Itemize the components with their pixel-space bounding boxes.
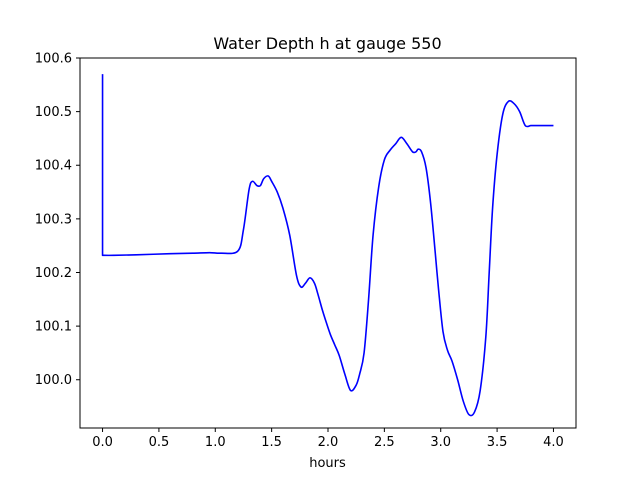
series-line [101, 74, 554, 417]
x-axis-label: hours [309, 456, 346, 471]
y-tick-label: 100.2 [35, 266, 72, 281]
axes-frame [79, 57, 577, 429]
x-tick-label: 0.0 [92, 435, 113, 450]
chart-title: Water Depth h at gauge 550 [213, 34, 441, 53]
y-tick-label: 100.3 [35, 212, 72, 227]
x-tick-label: 1.0 [205, 435, 226, 450]
y-tick-label: 100.6 [35, 52, 72, 67]
x-tick-label: 4.0 [543, 435, 564, 450]
y-axis: 100.0 100.1 100.2 100.3 100.4 100.5 100.6 [35, 52, 80, 388]
y-tick-label: 100.5 [35, 105, 72, 120]
x-tick-label: 3.0 [430, 435, 451, 450]
y-tick-label: 100.1 [35, 320, 72, 335]
x-axis: 0.0 0.5 1.0 1.5 2.0 2.5 3.0 3.5 4.0 [92, 428, 564, 450]
x-tick-label: 1.5 [261, 435, 282, 450]
x-tick-label: 2.0 [318, 435, 339, 450]
plot-area [101, 74, 554, 417]
y-tick-label: 100.0 [35, 373, 72, 388]
x-tick-label: 3.5 [487, 435, 508, 450]
x-tick-label: 2.5 [374, 435, 395, 450]
y-tick-label: 100.4 [35, 159, 72, 174]
x-tick-label: 0.5 [149, 435, 170, 450]
